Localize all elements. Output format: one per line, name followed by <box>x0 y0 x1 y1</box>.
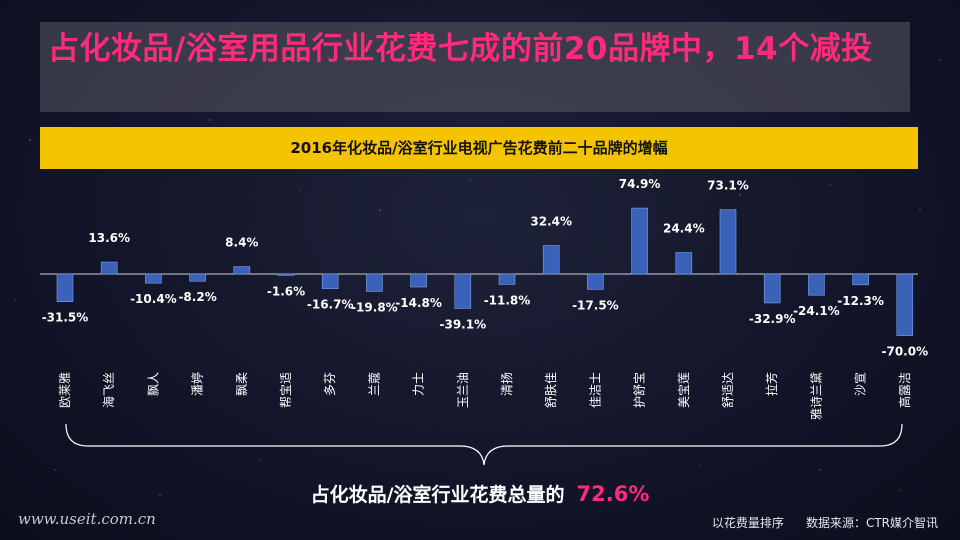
category-label-9: 力士 <box>412 372 426 396</box>
bar-18 <box>808 273 825 296</box>
bar-2 <box>100 261 118 275</box>
bar-7 <box>321 273 339 289</box>
footnote: 以花费量排序 数据来源：CTR媒介智讯 <box>712 514 938 531</box>
data-label-4: -8.2% <box>178 290 216 304</box>
bar-9 <box>410 273 427 288</box>
summary-label: 占化妆品/浴室行业花费总量的 72.6% <box>0 480 960 507</box>
category-label-2: 海飞丝 <box>101 372 116 408</box>
category-label-4: 潘婷 <box>190 372 205 396</box>
title-background <box>40 22 910 112</box>
data-label-11: -11.8% <box>484 293 531 307</box>
data-label-12: 32.4% <box>530 214 572 228</box>
category-label-12: 舒肤佳 <box>543 372 558 408</box>
bar-6 <box>277 273 295 276</box>
data-label-18: -24.1% <box>793 304 840 318</box>
category-label-18: 雅诗兰黛 <box>808 372 823 420</box>
bar-16 <box>719 209 737 275</box>
category-label-14: 护舒宝 <box>633 372 647 408</box>
chart-title-banner: 2016年化妆品/浴室行业电视广告花费前二十品牌的增幅 <box>40 127 918 169</box>
category-label-1: 欧莱雅 <box>57 372 72 408</box>
data-label-14: 74.9% <box>619 177 661 191</box>
bar-19 <box>852 273 869 286</box>
data-label-20: -70.0% <box>881 345 928 359</box>
bar-12 <box>542 245 560 275</box>
data-label-2: 13.6% <box>88 231 130 245</box>
grouping-brace <box>65 423 903 466</box>
bar-13 <box>587 273 604 290</box>
bar-4 <box>189 273 206 282</box>
data-label-10: -39.1% <box>439 317 486 331</box>
category-label-19: 沙宣 <box>853 372 868 396</box>
bar-17 <box>763 273 781 304</box>
data-label-3: -10.4% <box>130 292 177 306</box>
category-label-8: 兰蔻 <box>367 372 381 396</box>
bar-10 <box>454 273 472 309</box>
category-label-10: 玉兰油 <box>456 372 470 408</box>
data-label-13: -17.5% <box>572 298 619 312</box>
footnote-source: 数据来源：CTR媒介智讯 <box>805 516 938 530</box>
category-label-13: 佳洁士 <box>588 372 602 408</box>
data-label-1: -31.5% <box>42 311 89 325</box>
category-label-11: 清扬 <box>499 372 514 396</box>
data-label-19: -12.3% <box>837 294 884 308</box>
data-label-16: 73.1% <box>707 179 749 193</box>
bar-20 <box>896 273 914 336</box>
category-label-5: 飘柔 <box>235 372 249 396</box>
data-label-5: 8.4% <box>225 236 258 250</box>
watermark: www.useit.com.cn <box>18 510 156 528</box>
category-label-20: 高露洁 <box>897 372 912 408</box>
page-title: 占化妆品/浴室用品行业花费七成的前20品牌中，14个减投 <box>48 31 873 67</box>
category-label-17: 拉芳 <box>764 372 779 396</box>
footnote-sort: 以花费量排序 <box>711 516 784 530</box>
bar-5 <box>233 266 251 275</box>
data-label-15: 24.4% <box>663 222 705 236</box>
bar-15 <box>675 252 693 275</box>
category-label-15: 美宝莲 <box>677 372 691 408</box>
data-label-6: -1.6% <box>267 284 305 298</box>
data-label-9: -14.8% <box>395 296 442 310</box>
category-label-6: 帮宝适 <box>279 372 293 408</box>
summary-text: 占化妆品/浴室行业花费总量的 <box>310 484 565 506</box>
bar-11 <box>498 273 516 285</box>
bar-1 <box>56 273 74 303</box>
data-label-7: -16.7% <box>307 298 354 312</box>
summary-value: 72.6% <box>576 482 650 506</box>
bar-14 <box>631 207 648 275</box>
bar-3 <box>145 273 162 284</box>
category-label-7: 多芬 <box>323 372 337 396</box>
category-label-3: 飘人 <box>146 372 160 396</box>
data-label-17: -32.9% <box>749 312 796 326</box>
category-label-16: 舒适达 <box>721 372 735 408</box>
data-label-8: -19.8% <box>351 300 398 314</box>
bar-8 <box>366 273 383 292</box>
